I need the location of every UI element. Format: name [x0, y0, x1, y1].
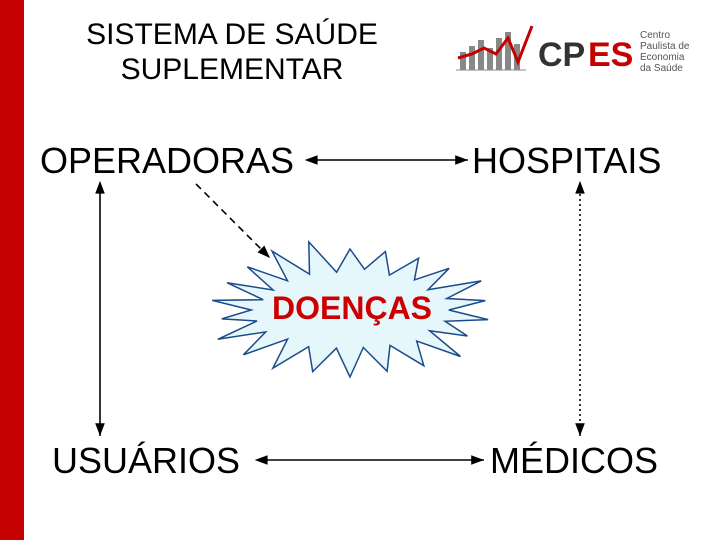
node-usuarios: USUÁRIOS [52, 440, 240, 482]
node-medicos: MÉDICOS [490, 440, 658, 482]
title-line-1: SISTEMA DE SAÚDE [86, 18, 378, 51]
slide-title: SISTEMA DE SAÚDE SUPLEMENTAR [72, 18, 392, 87]
doencas-label: DOENÇAS [272, 290, 432, 327]
node-hospitais: HOSPITAIS [472, 140, 661, 182]
logo-tagline-4: da Saúde [640, 63, 683, 74]
node-operadoras: OPERADORAS [40, 140, 294, 182]
node-hospitais-label: HOSPITAIS [472, 140, 661, 181]
node-operadoras-label: OPERADORAS [40, 140, 294, 181]
node-medicos-label: MÉDICOS [490, 440, 658, 481]
node-usuarios-label: USUÁRIOS [52, 440, 240, 481]
logo-tagline-3: Economia [640, 52, 685, 63]
logo-text-es: ES [588, 36, 633, 74]
left-accent-bar [0, 0, 24, 540]
logo-tagline-1: Centro [640, 30, 670, 41]
logo-tagline-2: Paulista de [640, 41, 690, 52]
logo-text-cp: CP [538, 36, 585, 74]
cpes-logo: CP ES Centro Paulista de Economia da Saú… [454, 18, 702, 93]
title-line-2: SUPLEMENTAR [121, 53, 344, 86]
